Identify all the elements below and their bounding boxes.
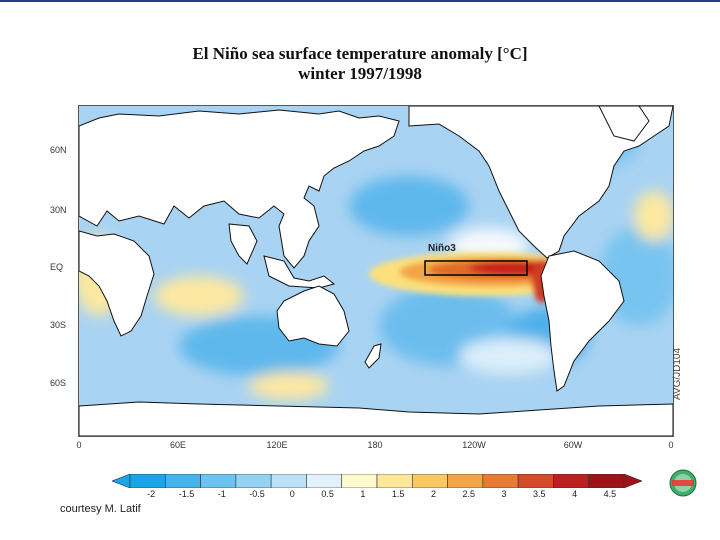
australia-landmass: [276, 285, 350, 347]
colorbar-tick-label: -1: [217, 489, 226, 499]
africa-landmass: [79, 230, 155, 337]
credit-text: courtesy M. Latif: [60, 503, 141, 515]
se-asia-islands: [263, 255, 336, 289]
colorbar-tick-label: 2: [430, 489, 436, 499]
colorbar-segment: [164, 474, 201, 488]
lon-label-180: 180: [367, 440, 383, 450]
colorbar-tick-label: 2.5: [462, 489, 475, 499]
colorbar-segment: [517, 474, 554, 488]
clivar-logo: [669, 469, 697, 497]
colorbar-tick-label: -2: [147, 489, 156, 499]
colorbar-tick-label: 1.5: [391, 489, 405, 499]
colorbar-tick-label: 4.5: [603, 489, 617, 499]
colorbar-tick-label: 0: [289, 489, 295, 499]
colorbar-tick-label: 3.5: [533, 489, 546, 499]
lon-label-0: 0: [76, 440, 82, 450]
sst-anomaly-map: [78, 105, 674, 437]
lat-label-30n: 30N: [50, 205, 67, 215]
colorbar-tick-label: 0.5: [321, 489, 334, 499]
eurasia-landmass: [79, 109, 400, 269]
colorbar-segment: [306, 474, 343, 488]
antarctica-landmass: [79, 401, 673, 436]
new-zealand-landmass: [364, 343, 382, 369]
lat-label-60s: 60S: [50, 378, 67, 388]
lon-label-120e: 120E: [266, 440, 288, 450]
lon-label-120w: 120W: [462, 440, 486, 450]
colorbar-segment: [129, 474, 166, 488]
colorbar-tick-label: -0.5: [249, 489, 265, 499]
map-svg: [79, 106, 673, 436]
colorbar: [112, 474, 642, 488]
nino3-label: Niño3: [428, 243, 456, 254]
colorbar-arrow-right: [623, 474, 642, 488]
colorbar-segment: [341, 474, 378, 488]
india-landmass: [228, 223, 258, 265]
greenland-landmass: [598, 106, 650, 142]
colorbar-segment: [553, 474, 590, 488]
figure-code: AVG/JD104: [672, 347, 683, 400]
south-america-landmass: [540, 250, 625, 392]
colorbar-tick-label: 3: [501, 489, 507, 499]
colorbar-tick-label: 4: [572, 489, 578, 499]
colorbar-segment: [376, 474, 413, 488]
colorbar-segment: [270, 474, 307, 488]
colorbar-segment: [200, 474, 237, 488]
lat-label-60n: 60N: [50, 145, 67, 155]
colorbar-segment: [411, 474, 448, 488]
colorbar-tick-label: -1.5: [178, 489, 195, 499]
lon-label-0-right: 0: [668, 440, 674, 450]
lon-label-60w: 60W: [563, 440, 583, 450]
colorbar-segment: [235, 474, 272, 488]
colorbar-segment: [482, 474, 519, 488]
lon-label-60e: 60E: [169, 440, 187, 450]
map-subtitle: winter 1997/1998: [298, 64, 422, 83]
north-america-landmass: [408, 106, 673, 259]
nino3-region-box: [424, 260, 528, 276]
top-border: [0, 0, 720, 2]
continents: [79, 106, 673, 436]
lat-label-30s: 30S: [50, 320, 67, 330]
map-title: El Niño sea surface temperature anomaly …: [192, 44, 528, 63]
colorbar-arrow-left: [112, 474, 131, 488]
colorbar-segment: [447, 474, 484, 488]
colorbar-tick-label: 1: [360, 489, 366, 499]
colorbar-segment: [588, 474, 625, 488]
lat-label-eq: EQ: [50, 262, 64, 272]
